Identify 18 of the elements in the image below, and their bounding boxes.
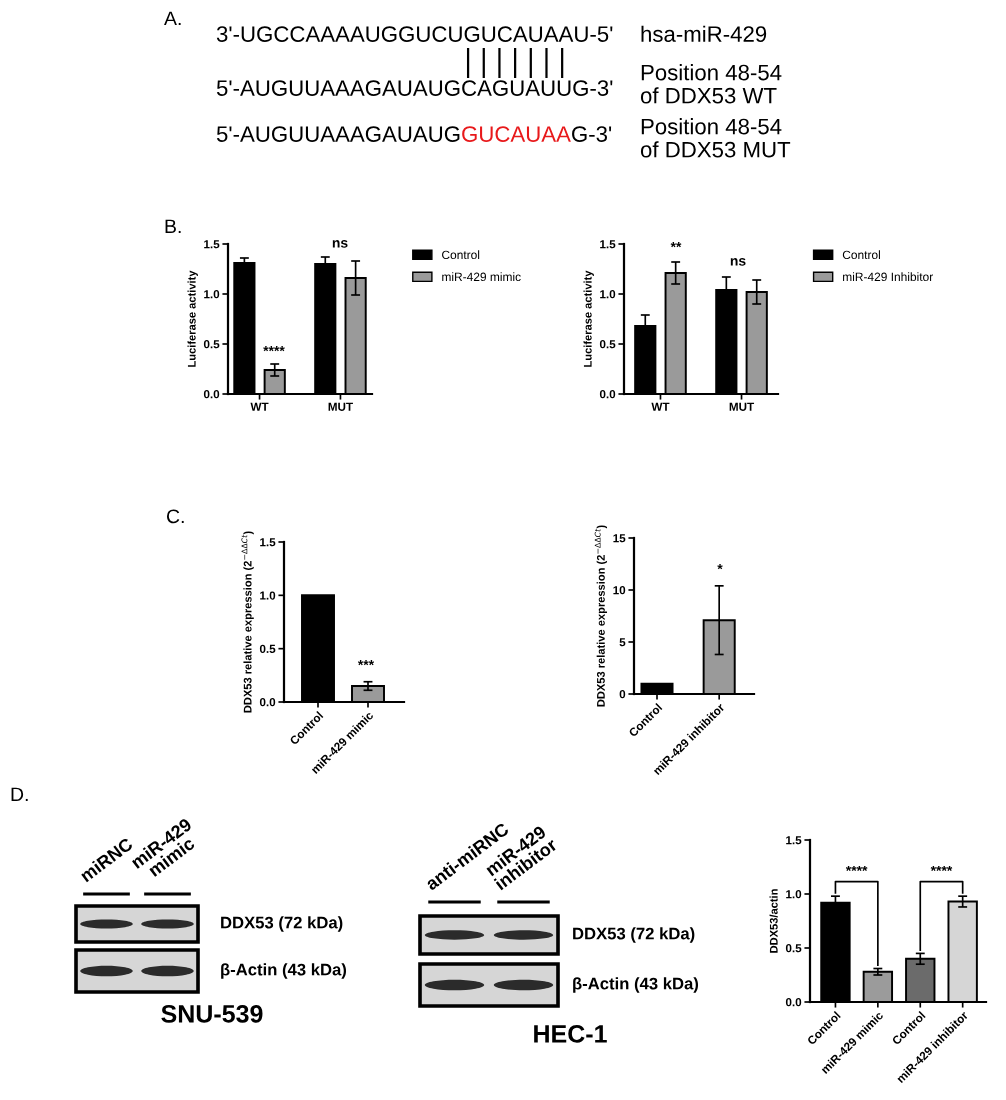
text: 5'-AUGUUAAAGAUAUG <box>216 126 460 142</box>
chart-title: C. <box>166 509 184 524</box>
text: G-3' <box>572 126 612 142</box>
text: 3'-UGCCAAAAUGGUCUGUCAUAAU-5' <box>216 26 613 42</box>
category-label: DDX53 (72 kDa) <box>573 927 695 943</box>
text: SNU-539 <box>161 1005 263 1023</box>
category-label: β-Actin (43 kDa) <box>221 963 347 979</box>
chart-title: B. <box>165 219 181 234</box>
text: HEC-1 <box>534 1025 607 1043</box>
text: GUCAUAA <box>462 126 571 142</box>
text: hsa-miR-429 <box>641 25 767 42</box>
text: A. <box>164 11 181 26</box>
category-label: DDX53 (72 kDa) <box>221 916 343 932</box>
text: Position 48-54 of DDX53 WT <box>640 64 782 104</box>
text: Position 48-54 of DDX53 MUT <box>640 118 791 158</box>
category-label: β-Actin (43 kDa) <box>573 977 699 993</box>
text: D. <box>11 787 28 802</box>
text: 5'-AUGUUAAAGAUAUGCAGUAUUG-3' <box>216 80 613 96</box>
